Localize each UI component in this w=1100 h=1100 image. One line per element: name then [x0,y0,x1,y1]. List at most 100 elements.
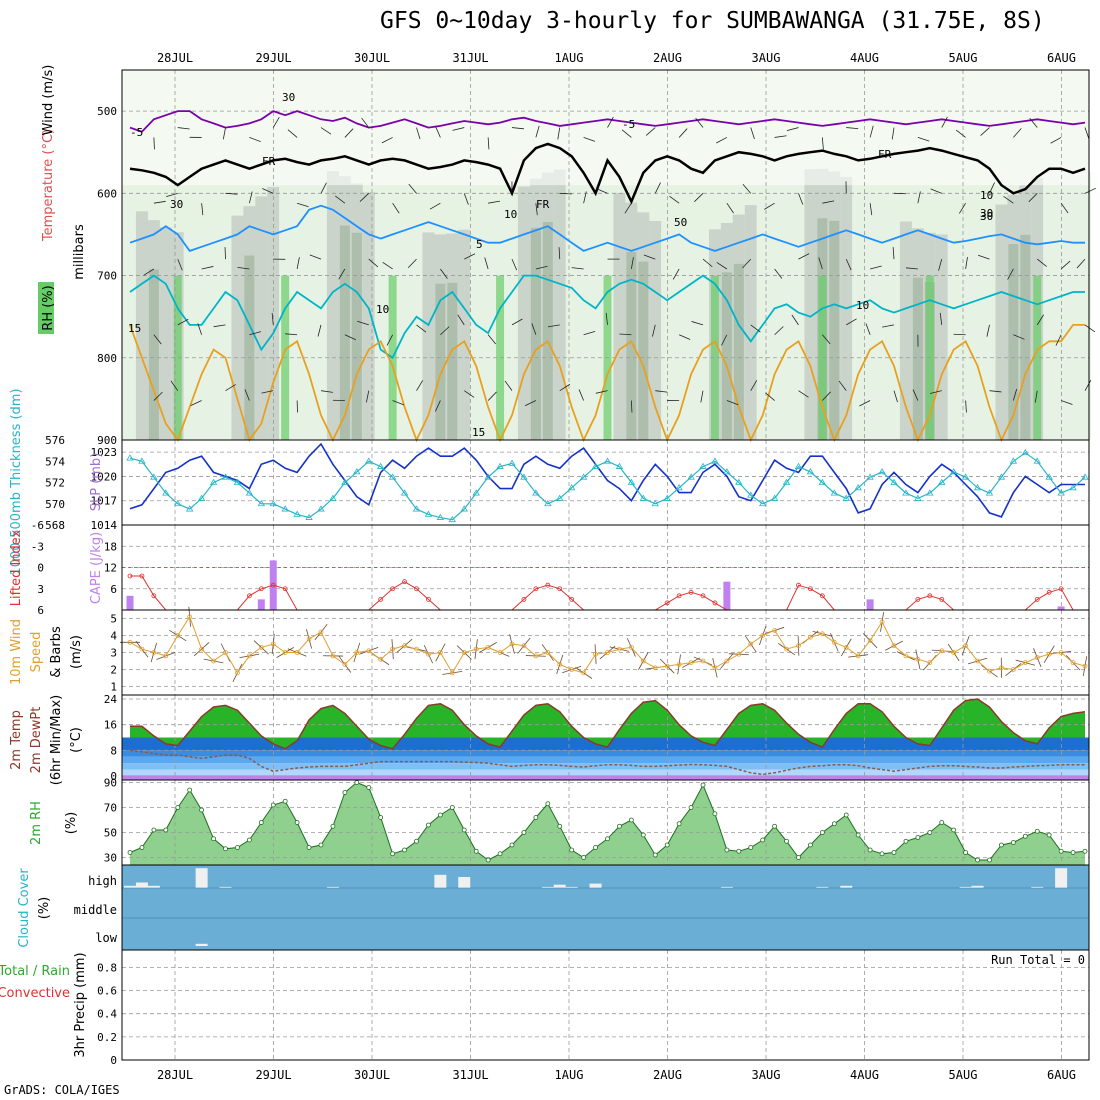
wind-marker [1034,655,1040,660]
rh-shade-dark [1020,234,1031,440]
wind-barb [695,117,704,128]
wind-tick: 3 [110,647,117,660]
rh-marker [581,855,587,860]
wind-barb [989,182,995,194]
rh-shade-dark [721,272,732,440]
wind-barb [249,331,262,336]
lifted-marker [1046,589,1052,595]
rh-shade [876,203,889,440]
thickness-marker [281,505,289,512]
cloud-bar-high [971,885,984,888]
wind-barb [392,202,400,214]
wind-barb [1055,334,1062,346]
thickness-tick: 568 [45,519,65,532]
wind-barb [1037,258,1047,267]
wind-barb [285,333,298,336]
wind-barb [504,380,513,391]
lifted-marker [270,582,276,588]
rh-shade [231,215,244,440]
wind-barb [846,127,859,130]
thickness-marker [556,494,564,501]
wind-marker [975,658,980,664]
wind-barb [237,266,250,270]
rh-shade [374,202,387,440]
rh-shade-dark [339,225,350,440]
wind-marker [736,651,742,657]
wind-barb [941,116,948,128]
rh-shade-green [1033,275,1042,440]
wind-marker [330,653,336,659]
wind-barb [170,380,179,391]
rh-marker [390,851,396,857]
wind-barb [774,135,787,138]
wind-marker [294,650,300,655]
rh-marker [461,827,467,833]
contour-label: 30 [282,91,295,104]
rh-shade [685,234,698,440]
day-label-bottom: 6AUG [1047,1068,1076,1082]
rh-marker [784,838,789,844]
rh-marker [187,787,193,793]
wind-barb [912,389,919,401]
wind-barb [798,253,810,260]
thickness-marker [221,473,230,480]
wind-barb [869,203,873,216]
lifted-marker [521,596,527,602]
rh-shade-dark [244,255,255,440]
lifted-marker [258,586,264,592]
wind-barb [248,191,253,204]
cloud-bar-high [147,885,160,888]
temp-ylabel-1: 2m Temp [9,710,24,770]
lifted-marker [1058,586,1064,592]
rh-marker [891,850,897,855]
rh-shade [135,211,148,440]
wind-barb [1013,334,1025,340]
y-tick-label: 800 [97,352,117,365]
wind-barb [320,390,333,393]
wind-marker [617,646,622,652]
wind-barb [344,334,356,341]
rh-marker [402,847,407,853]
rh-marker [736,848,742,854]
thickness-tick: 576 [45,434,65,447]
slp-line [129,442,1085,518]
wind-ylabel-4: (m/s) [69,635,84,669]
wind-marker [951,650,957,655]
wind-barb [791,314,799,326]
wind-barb [838,380,847,391]
rh-marker [378,815,384,820]
wind-marker [1046,651,1052,657]
wind-marker [1022,660,1028,666]
contour-label: FR [878,148,892,161]
chart-title: GFS 0~10day 3-hourly for SUMBAWANGA (31.… [380,8,1045,34]
rh-marker [437,812,443,818]
slp-tick: 1020 [91,470,118,483]
credit-label: GrADS: COLA/IGES [4,1083,120,1097]
rh-shade-dark [435,283,446,440]
wind-barb [726,202,734,214]
wind-barb [392,400,404,406]
day-label-bottom: 4AUG [850,1068,879,1082]
day-label-bottom: 2AUG [653,1068,682,1082]
wind-barb [416,380,424,391]
cloud-bar-high [219,886,232,888]
wind-marker [306,636,312,642]
wind-marker [784,646,789,652]
rh-side-label: RH (%) [41,285,56,330]
wind-barb [654,182,661,194]
wind-barb [859,400,871,407]
wind-barb [484,257,489,270]
thickness-marker [520,473,528,480]
thickness-marker [293,510,301,517]
wind-barb [702,258,713,268]
wind-marker [497,650,503,655]
rh-marker [533,815,539,820]
thickness-marker [1057,489,1065,496]
wind-barb [669,195,680,204]
wind-barb [822,334,831,345]
thickness-marker [794,462,803,469]
day-label-top: 6AUG [1047,51,1076,65]
wind-barb [272,116,280,128]
wind-barb [607,116,614,128]
rh-marker [855,832,861,838]
